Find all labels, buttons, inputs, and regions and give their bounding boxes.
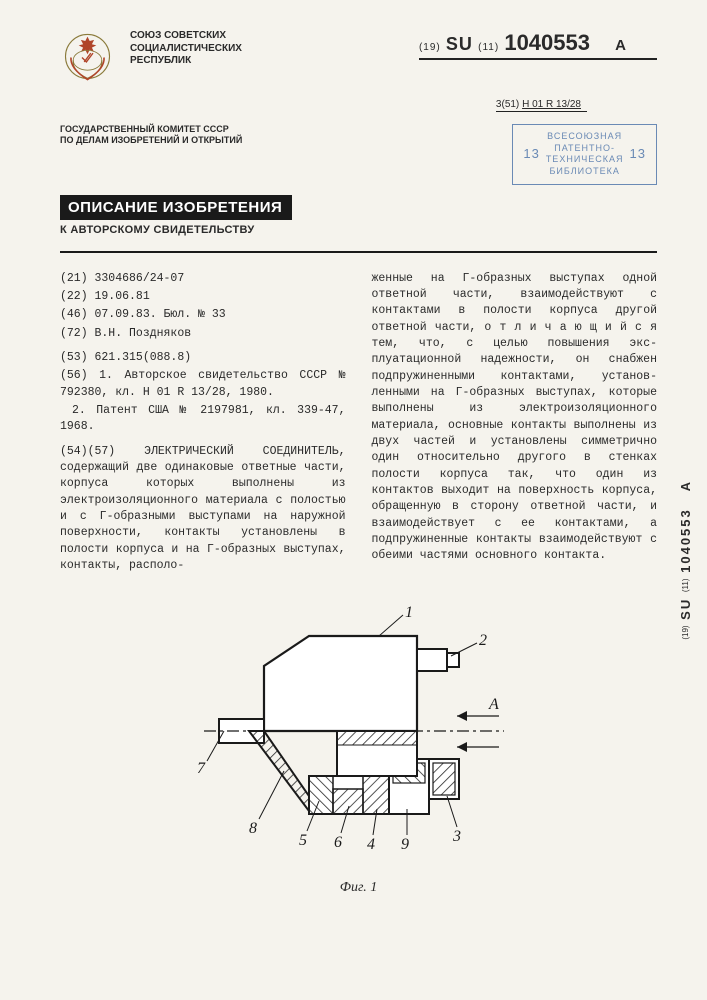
- ref-1: 1: [405, 604, 413, 621]
- ref-7: 7: [197, 760, 206, 777]
- ipc-classification: 3(51) H 01 R 13/28: [496, 99, 587, 112]
- ref-8: 8: [249, 820, 257, 837]
- body-columns: (21) 3304686/24-07 (22) 19.06.81 (46) 07…: [60, 271, 657, 577]
- field-53: (53) 621.315(088.8): [60, 350, 346, 366]
- organization-name: СОЮЗ СОВЕТСКИХ СОЦИАЛИСТИЧЕСКИХ РЕСПУБЛИ…: [130, 30, 270, 68]
- patent-number-block: (19) SU (11) 1040553 A: [419, 30, 657, 60]
- field-46: (46) 07.09.83. Бюл. № 33: [60, 307, 346, 323]
- state-emblem: [60, 30, 115, 85]
- ref-4: 4: [367, 836, 375, 853]
- stamp-line: БИБЛИОТЕКА: [546, 166, 624, 178]
- stamp-number: 13: [523, 146, 539, 163]
- stamp-line: ВСЕСОЮЗНАЯ: [546, 131, 624, 143]
- ref-3: 3: [452, 828, 461, 845]
- stamp-line: ПАТЕНТНО-: [546, 143, 624, 155]
- side-number: 1040553: [678, 508, 693, 573]
- field-56-1: (56) 1. Авторское свидетельство СССР № 7…: [60, 368, 346, 401]
- library-stamp: 13 ВСЕСОЮЗНАЯ ПАТЕНТНО- ТЕХНИЧЕСКАЯ БИБЛ…: [512, 124, 657, 185]
- title-main: ОПИСАНИЕ ИЗОБРЕТЕНИЯ: [60, 195, 292, 220]
- patent-number: 1040553: [504, 30, 590, 55]
- ref-A: A: [488, 696, 499, 713]
- org-line: СОЮЗ СОВЕТСКИХ: [130, 30, 270, 43]
- committee-line: ГОСУДАРСТВЕННЫЙ КОМИТЕТ СССР: [60, 124, 242, 135]
- country-prefix: (19): [419, 42, 441, 53]
- org-line: РЕСПУБЛИК: [130, 55, 270, 68]
- stamp-number: 13: [630, 146, 646, 163]
- title-sub: К АВТОРСКОМУ СВИДЕТЕЛЬСТВУ: [60, 224, 657, 236]
- ref-5: 5: [299, 832, 307, 849]
- committee-line: ПО ДЕЛАМ ИЗОБРЕТЕНИЙ И ОТКРЫТИЙ: [60, 135, 242, 146]
- patent-suffix: A: [615, 37, 627, 54]
- figure-1: 1 2 A 7 8 5 6 4 9: [60, 601, 657, 896]
- side-prefix: (19): [681, 625, 690, 639]
- field-54: (54)(57) ЭЛЕКТРИЧЕСКИЙ СОЕДИНИТЕЛЬ, соде…: [60, 444, 346, 575]
- stamp-line: ТЕХНИЧЕСКАЯ: [546, 154, 624, 166]
- title-block: ОПИСАНИЕ ИЗОБРЕТЕНИЯ К АВТОРСКОМУ СВИДЕТ…: [60, 195, 657, 236]
- ref-9: 9: [401, 836, 409, 853]
- field-22: (22) 19.06.81: [60, 289, 346, 305]
- side-suffix: A: [678, 480, 693, 491]
- side-patent-number: (19) SU (11) 1040553 A: [678, 480, 693, 640]
- figure-label: Фиг. 1: [60, 880, 657, 896]
- ref-2: 2: [479, 632, 487, 649]
- committee-name: ГОСУДАРСТВЕННЫЙ КОМИТЕТ СССР ПО ДЕЛАМ ИЗ…: [60, 124, 242, 147]
- org-line: СОЦИАЛИСТИЧЕСКИХ: [130, 43, 270, 56]
- class-value: H 01 R 13/28: [522, 99, 581, 110]
- field-72: (72) В.Н. Поздняков: [60, 326, 346, 342]
- country-code: SU: [446, 34, 473, 54]
- divider: [60, 251, 657, 253]
- ref-6: 6: [334, 834, 342, 851]
- class-prefix: 3(51): [496, 99, 519, 110]
- side-code: SU: [678, 598, 693, 620]
- side-prefix2: (11): [681, 578, 690, 592]
- field-56-2: 2. Патент США № 2197981, кл. 339-47, 196…: [60, 403, 346, 436]
- field-21: (21) 3304686/24-07: [60, 271, 346, 287]
- right-column: женные на Г-образных выступах одной отве…: [372, 271, 658, 577]
- left-column: (21) 3304686/24-07 (22) 19.06.81 (46) 07…: [60, 271, 346, 577]
- number-prefix: (11): [478, 42, 499, 53]
- abstract-continuation: женные на Г-образных выступах одной отве…: [372, 271, 658, 565]
